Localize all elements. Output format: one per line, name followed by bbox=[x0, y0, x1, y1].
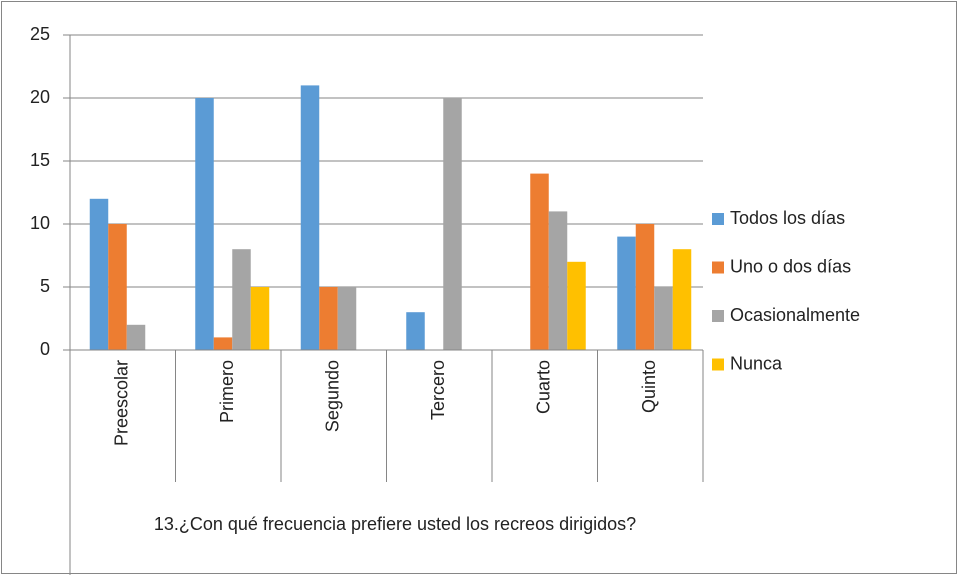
bar bbox=[672, 249, 692, 350]
y-tick-label: 25 bbox=[30, 24, 50, 44]
bar bbox=[195, 98, 214, 350]
bar bbox=[337, 287, 357, 350]
y-tick-label: 5 bbox=[40, 276, 50, 296]
bar bbox=[126, 324, 146, 350]
bar bbox=[250, 287, 270, 350]
bar bbox=[89, 198, 109, 350]
legend-swatch bbox=[712, 213, 724, 225]
legend-label: Nunca bbox=[730, 353, 783, 373]
bar bbox=[300, 85, 320, 351]
bar bbox=[213, 337, 233, 350]
bar bbox=[617, 236, 636, 350]
bar bbox=[654, 287, 673, 350]
bar bbox=[567, 261, 586, 350]
legend-label: Todos los días bbox=[730, 208, 845, 228]
bar bbox=[232, 249, 251, 350]
y-tick-label: 0 bbox=[40, 339, 50, 359]
bar bbox=[635, 224, 655, 350]
x-tick-label: Cuarto bbox=[534, 360, 554, 414]
bar bbox=[548, 211, 568, 350]
legend-label: Uno o dos días bbox=[730, 256, 851, 276]
legend-swatch bbox=[712, 358, 724, 371]
x-tick-label: Tercero bbox=[428, 360, 448, 420]
y-tick-label: 15 bbox=[30, 150, 50, 170]
bar bbox=[443, 98, 462, 350]
x-tick-label: Quinto bbox=[639, 360, 659, 413]
legend-label: Ocasionalmente bbox=[730, 305, 860, 325]
bar bbox=[406, 312, 425, 350]
bar bbox=[108, 224, 127, 350]
y-tick-label: 10 bbox=[30, 213, 50, 233]
y-tick-label: 20 bbox=[30, 87, 50, 107]
x-axis-title: 13.¿Con qué frecuencia prefiere usted lo… bbox=[153, 514, 637, 534]
x-tick-label: Segundo bbox=[323, 360, 343, 432]
bar bbox=[319, 287, 338, 350]
legend-swatch bbox=[712, 261, 724, 274]
x-tick-label: Primero bbox=[217, 360, 237, 423]
x-tick-label: Preescolar bbox=[112, 360, 132, 446]
legend-swatch bbox=[712, 310, 724, 322]
bar bbox=[530, 173, 549, 350]
